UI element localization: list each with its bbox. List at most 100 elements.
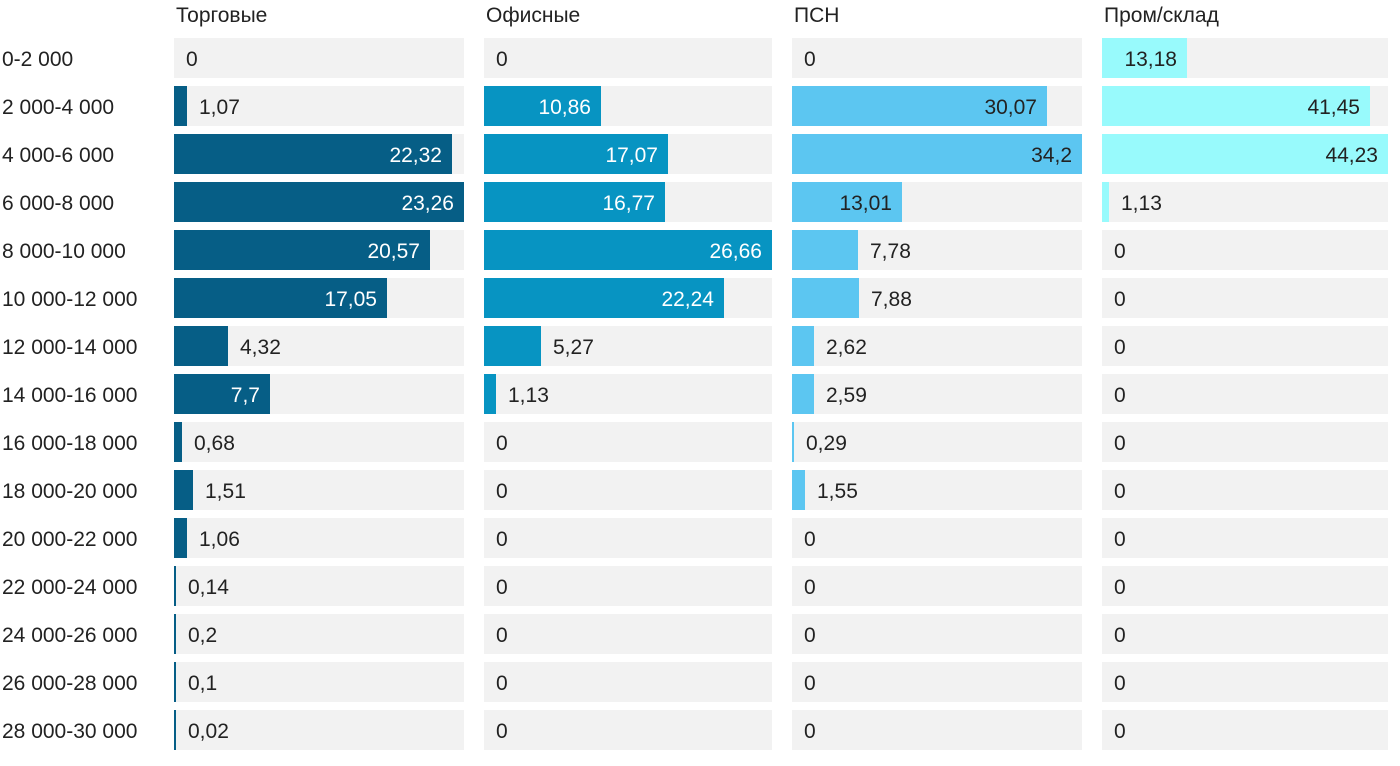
bar (174, 182, 464, 222)
bar-background (174, 614, 464, 654)
data-label: 23,26 (401, 192, 454, 215)
bar-background (484, 662, 772, 702)
bar (484, 86, 601, 126)
category-label: 14 000-16 000 (2, 384, 137, 407)
bar-background (792, 374, 1082, 414)
bar-background (792, 710, 1082, 750)
category-label: 10 000-12 000 (2, 288, 137, 311)
category-label: 0-2 000 (2, 48, 73, 71)
data-label: 7,7 (231, 384, 260, 407)
data-label: 4,32 (240, 336, 281, 359)
bar-background (1102, 566, 1388, 606)
category-label: 18 000-20 000 (2, 480, 137, 503)
bar-background (484, 38, 772, 78)
data-label: 0 (496, 576, 508, 599)
data-label: 0 (804, 720, 816, 743)
bar (1102, 86, 1370, 126)
bar-background (792, 326, 1082, 366)
bar (792, 374, 814, 414)
bar (792, 134, 1082, 174)
bar-background (1102, 230, 1388, 270)
bar (792, 230, 858, 270)
bar-background (792, 422, 1082, 462)
data-label: 0 (1114, 576, 1126, 599)
bar-background (174, 86, 464, 126)
data-label: 0 (496, 672, 508, 695)
data-label: 44,23 (1325, 144, 1378, 167)
category-label: 22 000-24 000 (2, 576, 137, 599)
bar (174, 710, 176, 750)
data-label: 30,07 (984, 96, 1037, 119)
data-label: 20,57 (367, 240, 420, 263)
bar-background (174, 470, 464, 510)
data-label: 2,62 (826, 336, 867, 359)
data-label: 41,45 (1307, 96, 1360, 119)
bar (484, 182, 665, 222)
data-label: 0 (1114, 720, 1126, 743)
bar (1102, 182, 1109, 222)
bar (174, 230, 430, 270)
data-label: 0,1 (188, 672, 217, 695)
bar-background (484, 422, 772, 462)
bar (792, 326, 814, 366)
data-label: 0 (804, 576, 816, 599)
data-label: 7,78 (870, 240, 911, 263)
bar (484, 374, 496, 414)
bar (792, 470, 805, 510)
data-label: 0 (496, 48, 508, 71)
category-label: 26 000-28 000 (2, 672, 137, 695)
bar-background (484, 518, 772, 558)
bar (484, 326, 541, 366)
data-label: 2,59 (826, 384, 867, 407)
bar (792, 422, 794, 462)
bar-background (792, 470, 1082, 510)
bar-background (1102, 518, 1388, 558)
data-label: 0 (804, 672, 816, 695)
data-label: 0 (1114, 432, 1126, 455)
bar-background (174, 710, 464, 750)
data-label: 16,77 (602, 192, 655, 215)
bar (484, 278, 724, 318)
data-label: 1,13 (508, 384, 549, 407)
data-label: 1,55 (817, 480, 858, 503)
bar-background (792, 566, 1082, 606)
bar-background (1102, 326, 1388, 366)
bar (792, 86, 1047, 126)
bar (174, 134, 452, 174)
bar-background (1102, 182, 1388, 222)
bar-background (1102, 422, 1388, 462)
data-label: 0,14 (188, 576, 229, 599)
data-label: 0 (804, 624, 816, 647)
bar (792, 182, 902, 222)
bar (174, 470, 193, 510)
data-label: 1,13 (1121, 192, 1162, 215)
bar-background (484, 374, 772, 414)
bar-background (1102, 662, 1388, 702)
data-label: 0 (186, 48, 198, 71)
data-label: 0 (1114, 288, 1126, 311)
bar (792, 278, 859, 318)
bar (1102, 134, 1388, 174)
category-label: 2 000-4 000 (2, 96, 114, 119)
data-label: 22,32 (389, 144, 442, 167)
data-label: 34,2 (1031, 144, 1072, 167)
category-label: 24 000-26 000 (2, 624, 137, 647)
bar-background (1102, 374, 1388, 414)
panel-title: Торговые (176, 4, 267, 27)
data-label: 0 (496, 528, 508, 551)
bar (484, 134, 668, 174)
data-label: 1,51 (205, 480, 246, 503)
category-label: 16 000-18 000 (2, 432, 137, 455)
panel-title: Пром/склад (1104, 4, 1219, 27)
data-label: 13,18 (1124, 48, 1177, 71)
bar-background (174, 422, 464, 462)
panel-title: Офисные (486, 4, 580, 27)
data-label: 0 (804, 528, 816, 551)
data-label: 0 (1114, 528, 1126, 551)
category-label: 4 000-6 000 (2, 144, 114, 167)
data-label: 0 (496, 432, 508, 455)
data-label: 0 (496, 480, 508, 503)
bar-background (1102, 470, 1388, 510)
category-label: 12 000-14 000 (2, 336, 137, 359)
